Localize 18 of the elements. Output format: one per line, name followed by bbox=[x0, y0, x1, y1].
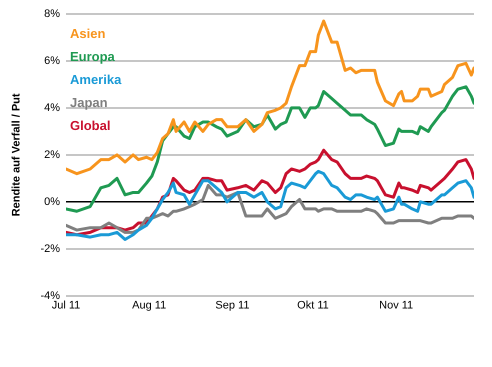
x-tick-label: Sep 11 bbox=[215, 299, 250, 312]
y-tick-label: 6% bbox=[44, 55, 60, 67]
text: Europa bbox=[70, 48, 116, 66]
y-tick-label: 2% bbox=[44, 148, 60, 161]
y-tick-label: 8% bbox=[44, 8, 60, 20]
x-tick-label: Jul 11 bbox=[52, 299, 80, 312]
text: Asien bbox=[70, 25, 106, 43]
y-tick-label: -2% bbox=[40, 242, 60, 255]
x-tick-label: Aug 11 bbox=[132, 299, 166, 312]
text: Amerika bbox=[70, 71, 122, 89]
y-tick-label: -4% bbox=[40, 290, 60, 302]
x-tick-label: Okt 11 bbox=[297, 299, 329, 312]
y-axis-title: Rendite auf Verfall / Put bbox=[10, 93, 23, 216]
y-tick-label: 4% bbox=[44, 102, 60, 114]
y-tick-label: 0% bbox=[44, 196, 60, 208]
text: Global bbox=[70, 117, 112, 135]
text: Japan bbox=[70, 94, 109, 112]
x-tick-label: Nov 11 bbox=[379, 299, 414, 312]
